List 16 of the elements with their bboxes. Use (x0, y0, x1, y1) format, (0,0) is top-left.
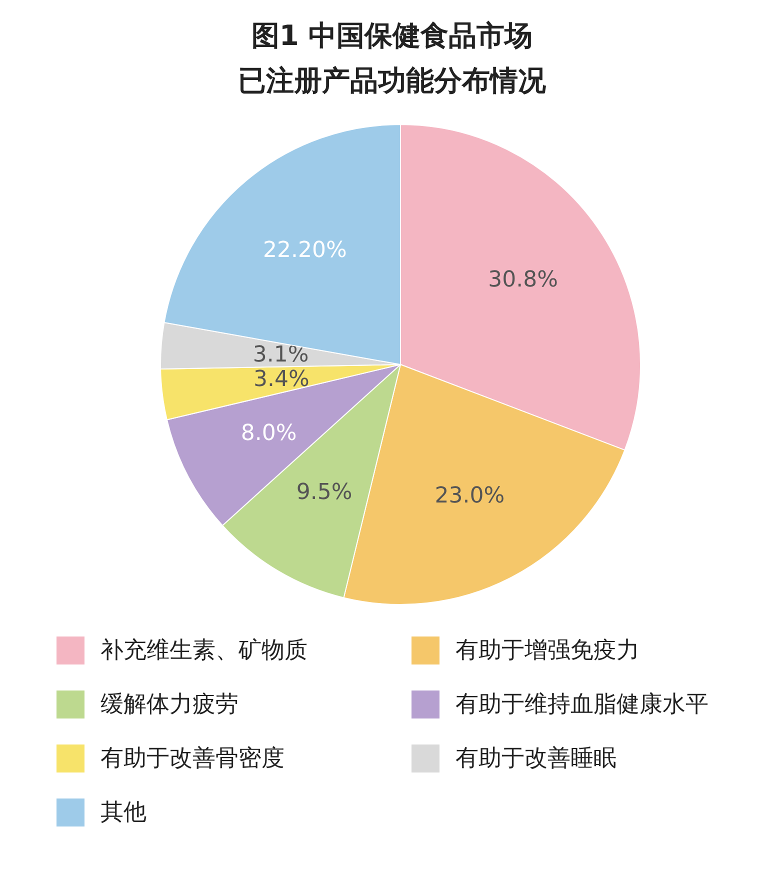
data-label: 3.4% (254, 367, 310, 392)
data-label: 8.0% (240, 421, 297, 446)
chart-subtitle: 已注册产品功能分布情况 (238, 64, 547, 97)
data-label: 3.1% (252, 342, 309, 368)
legend-label: 有助于维持血脂健康水平 (456, 692, 708, 718)
chart-title: 图1 中国保健食品市场 (251, 19, 533, 52)
data-label: 23.0% (434, 484, 505, 509)
legend-label: 有助于增强免疫力 (456, 638, 640, 664)
data-label: 30.8% (488, 268, 558, 293)
data-label: 9.5% (296, 480, 352, 505)
legend-label: 有助于改善睡眠 (456, 746, 616, 772)
data-label: 22.20% (262, 238, 347, 263)
legend-label: 其他 (100, 800, 146, 826)
legend-label: 补充维生素、矿物质 (100, 638, 308, 664)
legend-label: 有助于改善骨密度 (100, 746, 284, 772)
legend-label: 缓解体力疲劳 (100, 692, 238, 718)
